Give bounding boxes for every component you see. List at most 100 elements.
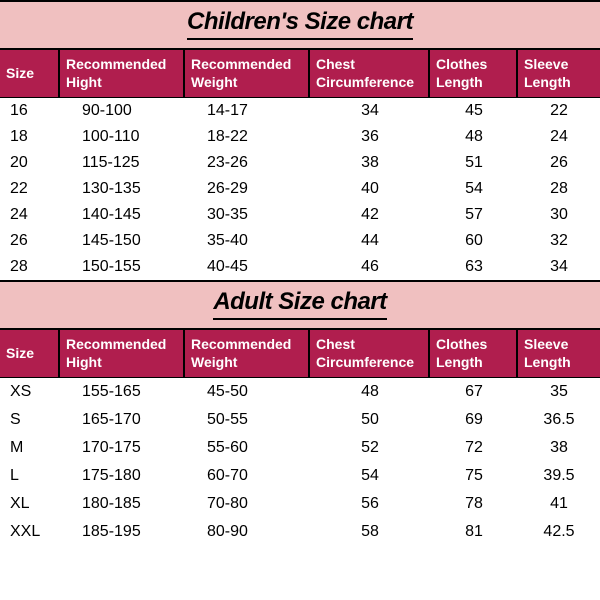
cell-chest: 56 [310, 490, 430, 518]
cell-chest: 34 [310, 98, 430, 124]
cell-chest: 58 [310, 518, 430, 546]
cell-weight: 23-26 [185, 150, 310, 176]
cell-size: L [0, 462, 60, 490]
cell-size: M [0, 434, 60, 462]
cell-weight: 14-17 [185, 98, 310, 124]
cell-size: S [0, 406, 60, 434]
header-weight: Recommended Weight [185, 50, 310, 97]
cell-size: 16 [0, 98, 60, 124]
cell-clothes: 81 [430, 518, 518, 546]
cell-clothes: 63 [430, 254, 518, 280]
cell-clothes: 69 [430, 406, 518, 434]
cell-chest: 50 [310, 406, 430, 434]
cell-weight: 26-29 [185, 176, 310, 202]
header-size: Size [0, 50, 60, 97]
cell-height: 165-170 [60, 406, 185, 434]
cell-height: 170-175 [60, 434, 185, 462]
header-size: Size [0, 330, 60, 377]
cell-chest: 52 [310, 434, 430, 462]
cell-chest: 44 [310, 228, 430, 254]
cell-sleeve: 39.5 [518, 462, 600, 490]
cell-clothes: 54 [430, 176, 518, 202]
cell-sleeve: 38 [518, 434, 600, 462]
table-row: XXL185-19580-90588142.5 [0, 518, 600, 546]
cell-clothes: 51 [430, 150, 518, 176]
table-row: XL180-18570-80567841 [0, 490, 600, 518]
table-row: M170-17555-60527238 [0, 434, 600, 462]
cell-weight: 60-70 [185, 462, 310, 490]
table-row: 24140-14530-35425730 [0, 202, 600, 228]
table-row: 18100-11018-22364824 [0, 124, 600, 150]
header-chest: Chest Circumference [310, 330, 430, 377]
cell-height: 90-100 [60, 98, 185, 124]
cell-height: 115-125 [60, 150, 185, 176]
cell-size: 22 [0, 176, 60, 202]
table-row: L175-18060-70547539.5 [0, 462, 600, 490]
table-row: S165-17050-55506936.5 [0, 406, 600, 434]
cell-sleeve: 22 [518, 98, 600, 124]
cell-sleeve: 24 [518, 124, 600, 150]
table-row: 28150-15540-45466334 [0, 254, 600, 280]
cell-weight: 50-55 [185, 406, 310, 434]
cell-clothes: 48 [430, 124, 518, 150]
header-height: Recommended Hight [60, 330, 185, 377]
children-rows: 1690-10014-1734452218100-11018-223648242… [0, 98, 600, 280]
adult-rows: XS155-16545-50486735S165-17050-55506936.… [0, 378, 600, 546]
cell-chest: 46 [310, 254, 430, 280]
cell-height: 155-165 [60, 378, 185, 406]
cell-sleeve: 32 [518, 228, 600, 254]
cell-clothes: 57 [430, 202, 518, 228]
header-clothes: Clothes Length [430, 50, 518, 97]
cell-clothes: 67 [430, 378, 518, 406]
cell-height: 175-180 [60, 462, 185, 490]
cell-weight: 18-22 [185, 124, 310, 150]
cell-clothes: 72 [430, 434, 518, 462]
adult-title-bar: Adult Size chart [0, 280, 600, 330]
cell-height: 130-135 [60, 176, 185, 202]
header-clothes: Clothes Length [430, 330, 518, 377]
header-chest: Chest Circumference [310, 50, 430, 97]
cell-chest: 42 [310, 202, 430, 228]
cell-height: 185-195 [60, 518, 185, 546]
cell-sleeve: 30 [518, 202, 600, 228]
cell-clothes: 60 [430, 228, 518, 254]
cell-weight: 70-80 [185, 490, 310, 518]
cell-sleeve: 28 [518, 176, 600, 202]
header-sleeve: Sleeve Length [518, 50, 600, 97]
cell-size: 20 [0, 150, 60, 176]
cell-weight: 30-35 [185, 202, 310, 228]
table-row: XS155-16545-50486735 [0, 378, 600, 406]
cell-height: 180-185 [60, 490, 185, 518]
cell-sleeve: 35 [518, 378, 600, 406]
header-sleeve: Sleeve Length [518, 330, 600, 377]
children-title-bar: Children's Size chart [0, 0, 600, 50]
cell-size: XL [0, 490, 60, 518]
cell-size: 26 [0, 228, 60, 254]
adult-header-row: Size Recommended Hight Recommended Weigh… [0, 330, 600, 378]
cell-sleeve: 42.5 [518, 518, 600, 546]
cell-size: 24 [0, 202, 60, 228]
cell-chest: 54 [310, 462, 430, 490]
header-weight: Recommended Weight [185, 330, 310, 377]
cell-weight: 45-50 [185, 378, 310, 406]
cell-chest: 48 [310, 378, 430, 406]
cell-height: 140-145 [60, 202, 185, 228]
cell-chest: 38 [310, 150, 430, 176]
table-row: 26145-15035-40446032 [0, 228, 600, 254]
cell-sleeve: 36.5 [518, 406, 600, 434]
cell-clothes: 45 [430, 98, 518, 124]
cell-weight: 40-45 [185, 254, 310, 280]
cell-chest: 40 [310, 176, 430, 202]
cell-size: 18 [0, 124, 60, 150]
header-height: Recommended Hight [60, 50, 185, 97]
children-header-row: Size Recommended Hight Recommended Weigh… [0, 50, 600, 98]
cell-size: XS [0, 378, 60, 406]
cell-size: XXL [0, 518, 60, 546]
cell-height: 145-150 [60, 228, 185, 254]
cell-sleeve: 34 [518, 254, 600, 280]
cell-sleeve: 41 [518, 490, 600, 518]
cell-sleeve: 26 [518, 150, 600, 176]
table-row: 20115-12523-26385126 [0, 150, 600, 176]
table-row: 1690-10014-17344522 [0, 98, 600, 124]
cell-clothes: 75 [430, 462, 518, 490]
